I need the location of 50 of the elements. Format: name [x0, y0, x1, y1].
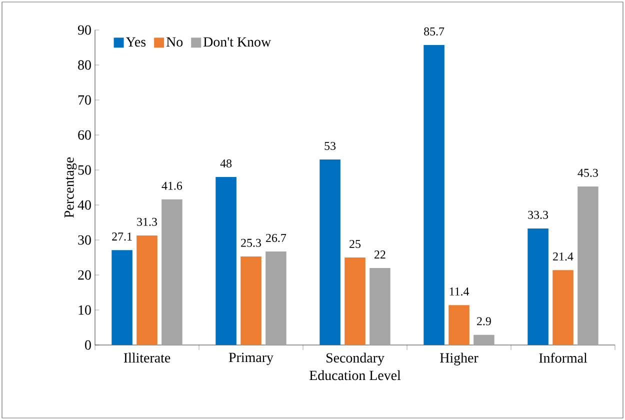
data-label: 45.3 — [578, 168, 598, 177]
bar — [112, 250, 132, 345]
data-label: 25.3 — [241, 238, 261, 247]
bar — [136, 235, 158, 345]
data-label: 48 — [220, 159, 232, 168]
data-label: 33.3 — [528, 210, 548, 219]
y-tick-label: 10 — [78, 305, 91, 315]
bar — [216, 177, 236, 345]
y-axis-title: Percentage — [64, 157, 77, 218]
data-label: 21.4 — [553, 252, 574, 261]
legend-label: No — [166, 37, 183, 47]
y-tick-label: 70 — [78, 95, 91, 105]
bar — [528, 228, 548, 345]
bar — [240, 256, 262, 345]
legend-label: Don't Know — [203, 37, 272, 47]
bar — [266, 252, 286, 345]
data-label: 27.1 — [112, 232, 132, 241]
bar — [552, 270, 574, 345]
data-label: 2.9 — [477, 317, 491, 326]
bar — [578, 186, 598, 345]
bar — [448, 305, 470, 345]
bar — [424, 45, 444, 345]
bar — [320, 160, 340, 345]
legend-label: Yes — [126, 37, 146, 47]
y-tick-label: 90 — [78, 25, 91, 35]
data-label: 22 — [374, 250, 386, 258]
y-tick-label: 60 — [78, 130, 91, 140]
x-tick-label: Primary — [228, 352, 274, 366]
data-label: 85.7 — [424, 27, 444, 36]
y-tick-label: 30 — [78, 235, 91, 245]
bar — [162, 199, 182, 345]
y-tick-label: 0 — [85, 340, 91, 350]
data-label: 11.4 — [450, 288, 470, 296]
y-tick-label: 40 — [78, 200, 91, 210]
y-tick-label: 50 — [78, 165, 91, 175]
x-axis-title: Education Level — [310, 370, 401, 380]
bar — [474, 334, 494, 345]
data-label: 25 — [350, 240, 361, 248]
x-tick-label: Illiterate — [124, 352, 170, 363]
data-label: 41.6 — [162, 182, 182, 190]
x-tick-label: Secondary — [326, 352, 384, 366]
x-tick-label: Informal — [539, 352, 588, 363]
data-label: 26.7 — [266, 234, 286, 242]
y-tick-label: 80 — [78, 60, 91, 70]
x-tick-label: Higher — [440, 352, 478, 366]
data-label: 53 — [324, 142, 336, 150]
data-label: 31.3 — [137, 218, 157, 226]
y-tick-label: 20 — [78, 270, 91, 280]
bar — [370, 268, 390, 345]
bar — [344, 258, 366, 345]
